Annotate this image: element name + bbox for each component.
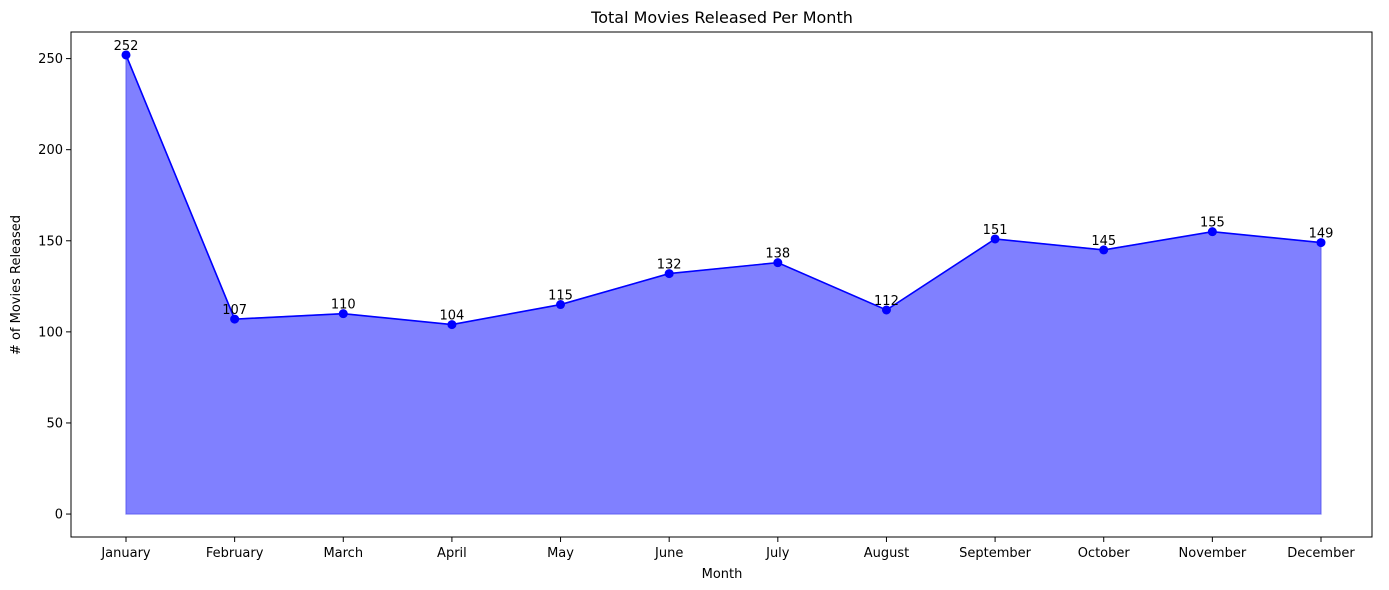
chart-title: Total Movies Released Per Month xyxy=(590,8,853,27)
x-tick-label-april: April xyxy=(437,546,467,561)
x-tick-label-november: November xyxy=(1179,546,1247,561)
x-tick-label-october: October xyxy=(1078,546,1131,561)
y-tick-label: 150 xyxy=(38,234,63,249)
x-tick-label-june: June xyxy=(654,546,683,561)
x-tick-label-february: February xyxy=(206,546,264,561)
y-tick-label: 100 xyxy=(38,325,63,340)
data-label-february: 107 xyxy=(222,303,247,318)
x-axis-title: Month xyxy=(702,567,743,582)
data-label-july: 138 xyxy=(765,247,790,262)
y-tick-label: 250 xyxy=(38,52,63,67)
plot-area: 252 107 110 104 115 132 138 112 151 145 155 149 xyxy=(114,39,1334,514)
data-label-january: 252 xyxy=(114,39,139,54)
data-label-may: 115 xyxy=(548,289,573,304)
y-tick-label: 50 xyxy=(46,416,63,431)
data-label-november: 155 xyxy=(1200,216,1225,231)
area-fill xyxy=(126,55,1321,514)
data-label-october: 145 xyxy=(1091,234,1116,249)
y-axis: 0 50 100 150 200 250 xyxy=(38,52,71,522)
data-label-september: 151 xyxy=(983,223,1008,238)
y-tick-label: 200 xyxy=(38,143,63,158)
y-axis-title: # of Movies Released xyxy=(9,215,24,355)
data-label-june: 132 xyxy=(657,258,682,273)
x-tick-label-july: July xyxy=(765,546,790,561)
x-tick-label-march: March xyxy=(323,546,363,561)
data-label-december: 149 xyxy=(1309,227,1334,242)
x-tick-label-december: December xyxy=(1287,546,1355,561)
x-tick-label-august: August xyxy=(864,546,910,561)
data-label-march: 110 xyxy=(331,298,356,313)
x-tick-label-september: September xyxy=(959,546,1032,561)
data-label-august: 112 xyxy=(874,294,899,309)
x-tick-label-may: May xyxy=(547,546,574,561)
x-tick-label-january: January xyxy=(100,546,151,561)
y-tick-label: 0 xyxy=(55,508,63,523)
x-axis: January February March April May June July Augu… xyxy=(100,537,1355,561)
data-label-april: 104 xyxy=(439,309,464,324)
